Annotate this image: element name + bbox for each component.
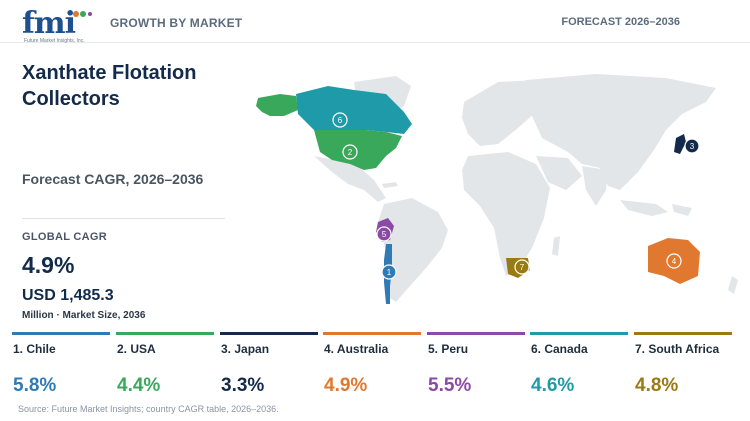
country-cagr-value: 3.3% xyxy=(221,375,265,396)
forecast-cagr-caption: Forecast CAGR, 2026–2036 xyxy=(22,171,204,187)
marker-label-6: 6 xyxy=(338,116,343,125)
country-cagr-value: 5.5% xyxy=(428,375,472,396)
page-header: fmi Future Market Insights, Inc. GROWTH … xyxy=(0,0,750,44)
map-marker-peru[interactable]: 5 xyxy=(376,226,392,242)
map-marker-chile[interactable]: 1 xyxy=(381,264,397,280)
page-title: Xanthate Flotation Collectors xyxy=(22,62,197,110)
country-rule xyxy=(116,332,214,335)
marker-label-1: 1 xyxy=(387,268,392,277)
country-cagr-value: 4.4% xyxy=(117,375,161,396)
country-name: 7. South Africa xyxy=(635,342,720,356)
country-name: 2. USA xyxy=(117,342,156,356)
country-cagr-value: 5.8% xyxy=(13,375,57,396)
map-marker-australia[interactable]: 4 xyxy=(666,253,682,269)
forecast-period-label: FORECAST 2026–2036 xyxy=(561,16,680,28)
growth-by-market-label: GROWTH BY MARKET xyxy=(110,16,243,30)
marker-label-2: 2 xyxy=(348,148,353,157)
country-card-chile[interactable]: 1. Chile 5.8% xyxy=(12,332,110,396)
map-marker-canada[interactable]: 6 xyxy=(332,112,348,128)
country-rule xyxy=(12,332,110,335)
global-cagr-label: GLOBAL CAGR xyxy=(22,231,107,243)
global-cagr-value: 4.9% xyxy=(22,252,75,278)
country-card-usa[interactable]: 2. USA 4.4% xyxy=(116,332,214,396)
logo-wordmark: fmi xyxy=(22,6,76,41)
map-region-australia[interactable] xyxy=(648,238,700,284)
country-cagr-value: 4.8% xyxy=(635,375,679,396)
logo-tagline: Future Market Insights, Inc. xyxy=(24,38,85,44)
country-rule xyxy=(220,332,318,335)
country-card-peru[interactable]: 5. Peru 5.5% xyxy=(427,332,525,396)
country-cagr-value: 4.9% xyxy=(324,375,368,396)
country-cagr-row: 1. Chile 5.8% 2. USA 4.4% 3. Japan 3.3% … xyxy=(12,332,738,396)
country-rule xyxy=(427,332,525,335)
country-rule xyxy=(530,332,628,335)
country-cagr-value: 4.6% xyxy=(531,375,575,396)
country-card-canada[interactable]: 6. Canada 4.6% xyxy=(530,332,628,396)
marker-label-5: 5 xyxy=(382,230,387,239)
country-name: 3. Japan xyxy=(221,342,270,356)
country-name: 6. Canada xyxy=(531,342,588,356)
map-land xyxy=(314,74,738,302)
country-name: 5. Peru xyxy=(428,342,469,356)
map-marker-usa[interactable]: 2 xyxy=(342,144,358,160)
fmi-logo[interactable]: fmi Future Market Insights, Inc. xyxy=(22,6,92,44)
map-marker-south-africa[interactable]: 7 xyxy=(514,259,530,275)
market-size-value: USD 1,485.3 xyxy=(22,287,114,304)
marker-label-4: 4 xyxy=(672,257,677,266)
logo-dots-icon xyxy=(73,11,92,17)
map-region-alaska[interactable] xyxy=(256,94,298,116)
divider xyxy=(22,218,225,219)
map-marker-japan[interactable]: 3 xyxy=(684,138,700,154)
marker-label-7: 7 xyxy=(520,263,525,272)
source-note: Source: Future Market Insights; country … xyxy=(18,404,279,414)
country-rule xyxy=(323,332,421,335)
market-size-note: Million · Market Size, 2036 xyxy=(22,310,146,321)
country-name: 4. Australia xyxy=(324,342,389,356)
country-rule xyxy=(634,332,732,335)
marker-label-3: 3 xyxy=(690,142,695,151)
map-region-usa[interactable] xyxy=(314,130,402,170)
country-name: 1. Chile xyxy=(13,342,56,356)
map-region-japan[interactable] xyxy=(674,134,686,154)
country-card-australia[interactable]: 4. Australia 4.9% xyxy=(323,332,421,396)
map-region-canada[interactable] xyxy=(296,86,412,134)
country-card-south-africa[interactable]: 7. South Africa 4.8% xyxy=(634,332,732,396)
world-map: 6 2 3 5 1 7 4 xyxy=(256,74,738,304)
country-card-japan[interactable]: 3. Japan 3.3% xyxy=(220,332,318,396)
